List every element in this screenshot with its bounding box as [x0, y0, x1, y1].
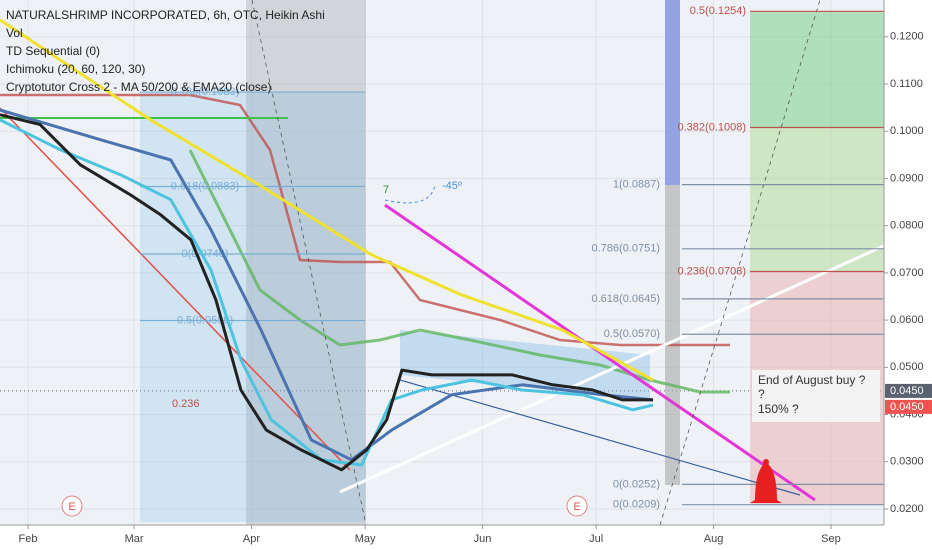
y-tick-label: 0.0500: [890, 361, 924, 373]
y-tick-label: 0.0800: [890, 220, 924, 232]
earnings-label: E: [573, 501, 580, 513]
fib-label: 0.5(0.0599): [177, 314, 233, 326]
fib-bar-lower: [665, 185, 680, 485]
indicator: TD Sequential (0): [6, 44, 100, 58]
trend-line-white: [339, 223, 931, 494]
fib-label: 1(0.0887): [613, 179, 660, 191]
x-tick-label: Jun: [474, 533, 492, 545]
y-tick-label: 0.0900: [890, 172, 924, 184]
price-label-box: [885, 399, 932, 414]
annotation-line: ?: [758, 387, 765, 401]
fib-label: 0.382(0.1008): [678, 121, 747, 133]
chart-title: NATURALSHRIMP INCORPORATED, 6h, OTC, Hei…: [6, 8, 325, 22]
x-tick-label: Sep: [821, 533, 841, 545]
alert-bell-top: [763, 459, 769, 465]
x-tick-label: Apr: [243, 533, 260, 545]
x-tick-label: Jul: [589, 533, 603, 545]
x-tick-label: Mar: [125, 533, 144, 545]
fib-label: 0.236(0.0703): [678, 265, 747, 277]
x-tick-label: Feb: [19, 533, 38, 545]
y-axis-area: [884, 0, 932, 550]
channel: [400, 330, 650, 400]
y-tick-label: 0.1000: [890, 125, 924, 137]
trend-line-blue: [399, 379, 801, 496]
ichimoku-span-b: [0, 93, 730, 347]
fib-label: 0.236: [172, 398, 200, 410]
fib-label: 0(0.0209): [613, 499, 660, 511]
angle-arc: [384, 184, 436, 204]
annotation-line: End of August buy ?: [758, 373, 866, 387]
trend-line-red: [0, 107, 351, 471]
earnings-marker: [61, 495, 83, 517]
y-tick-label: 0.0200: [890, 503, 924, 515]
fib-label: 0.786(0.1083): [171, 86, 240, 98]
alert-bell: [750, 462, 782, 503]
zone-green: [750, 11, 884, 128]
x-axis-area: [0, 525, 884, 550]
indicator: Vol: [6, 26, 23, 40]
y-tick-label: 0.1100: [890, 78, 923, 90]
dashed-curve: [251, 0, 821, 526]
zone-light-green: [750, 128, 884, 272]
angle-label: -45º: [442, 180, 462, 192]
fib-label: 0(0.0740): [181, 248, 228, 260]
earnings-label: E: [68, 501, 75, 513]
price-label-box: [885, 383, 932, 398]
x-tick-label: Aug: [704, 533, 724, 545]
plot-area: [0, 0, 884, 525]
indicator: Ichimoku (20, 60, 120, 30): [6, 62, 145, 76]
fib-label: 0.618(0.0645): [592, 293, 661, 305]
fib-label: 0.5(0.1254): [690, 5, 746, 17]
series-line: [0, 118, 654, 467]
series-line: [0, 18, 654, 382]
y-tick-label: 0.0300: [890, 456, 924, 468]
fib-box: [140, 92, 365, 522]
y-tick-label: 0.0600: [890, 314, 924, 326]
fib-levels: 0.5(0.1254) 0.382(0.1008) 0.236(0.0703) 1(0…: [140, 5, 884, 511]
price-label: 0.0450: [890, 401, 924, 413]
price-label: 0.0450: [890, 385, 924, 397]
count-label: 7: [383, 184, 389, 196]
earnings-marker: [566, 495, 588, 517]
fib-label: 0(0.0252): [613, 478, 660, 490]
annotation-line: 150% ?: [758, 402, 799, 416]
series: [0, 18, 654, 472]
fib-label: 0.618(0.0883): [171, 180, 240, 192]
x-tick-label: May: [355, 533, 376, 545]
annotation-box: [752, 370, 880, 422]
series-line: [0, 113, 653, 472]
y-tick-label: 0.0700: [890, 267, 924, 279]
fib-label: 0.5(0.0570): [604, 328, 660, 340]
indicator: Cryptotutor Cross 2 - MA 50/200 & EMA20 …: [6, 80, 271, 94]
fib-label: 0.786(0.0751): [592, 243, 661, 255]
fib-bar: [665, 0, 680, 185]
series-line: [0, 108, 654, 462]
axes: 0.02000.03000.04000.05000.06000.07000.08…: [19, 31, 932, 545]
y-tick-label: 0.1200: [890, 31, 924, 43]
